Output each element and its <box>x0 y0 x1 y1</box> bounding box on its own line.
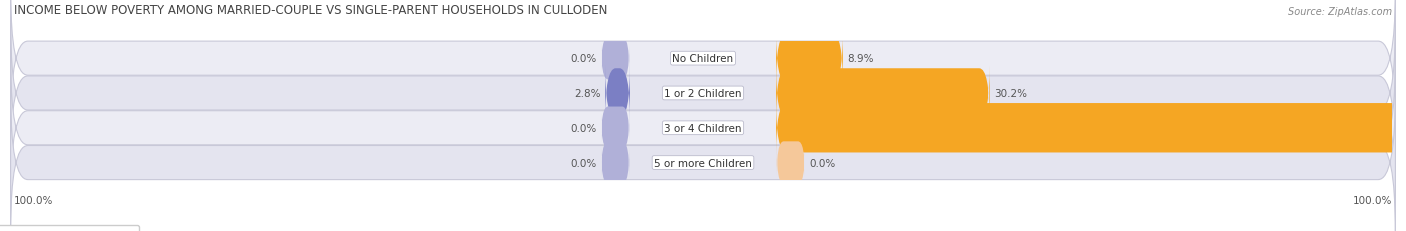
FancyBboxPatch shape <box>776 101 1406 156</box>
Text: 0.0%: 0.0% <box>569 158 596 168</box>
FancyBboxPatch shape <box>776 142 806 184</box>
Text: 8.9%: 8.9% <box>846 54 873 64</box>
FancyBboxPatch shape <box>11 0 1395 128</box>
Text: 100.0%: 100.0% <box>1353 195 1392 205</box>
Text: 0.0%: 0.0% <box>569 123 596 133</box>
Text: 5 or more Children: 5 or more Children <box>654 158 752 168</box>
FancyBboxPatch shape <box>11 59 1395 198</box>
Text: 3 or 4 Children: 3 or 4 Children <box>664 123 742 133</box>
Text: Source: ZipAtlas.com: Source: ZipAtlas.com <box>1288 7 1392 17</box>
Text: 30.2%: 30.2% <box>994 88 1026 99</box>
FancyBboxPatch shape <box>605 66 630 121</box>
FancyBboxPatch shape <box>600 142 630 184</box>
FancyBboxPatch shape <box>11 93 1395 231</box>
FancyBboxPatch shape <box>600 107 630 149</box>
Legend: Married Couples, Single Parents: Married Couples, Single Parents <box>0 225 139 231</box>
Text: INCOME BELOW POVERTY AMONG MARRIED-COUPLE VS SINGLE-PARENT HOUSEHOLDS IN CULLODE: INCOME BELOW POVERTY AMONG MARRIED-COUPL… <box>14 4 607 17</box>
Text: 100.0%: 100.0% <box>14 195 53 205</box>
FancyBboxPatch shape <box>11 24 1395 163</box>
Text: 2.8%: 2.8% <box>575 88 600 99</box>
FancyBboxPatch shape <box>776 32 842 86</box>
Text: 0.0%: 0.0% <box>569 54 596 64</box>
Text: 0.0%: 0.0% <box>810 158 837 168</box>
Text: 1 or 2 Children: 1 or 2 Children <box>664 88 742 99</box>
FancyBboxPatch shape <box>600 38 630 80</box>
Text: No Children: No Children <box>672 54 734 64</box>
FancyBboxPatch shape <box>776 66 990 121</box>
